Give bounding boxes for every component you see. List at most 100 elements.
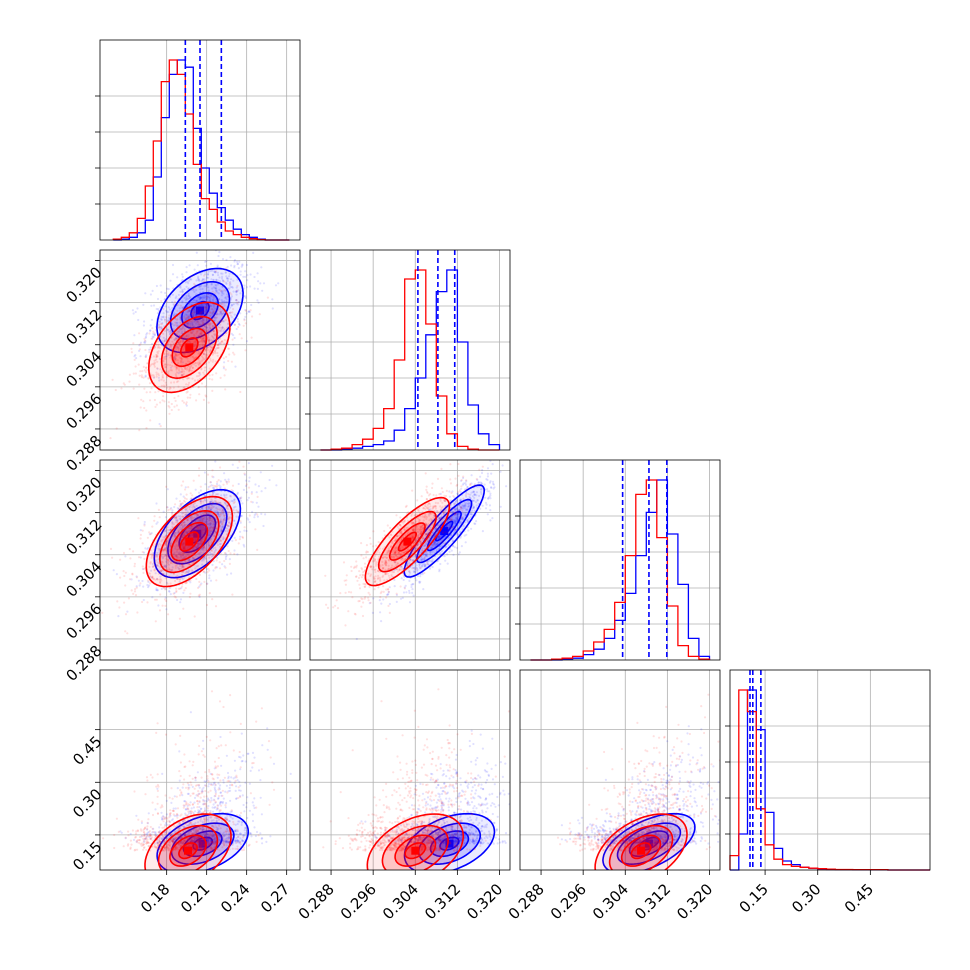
sample-point	[199, 304, 202, 307]
sample-point	[176, 321, 179, 324]
sample-point	[207, 361, 210, 364]
sample-point	[215, 506, 218, 510]
sample-point	[235, 327, 238, 331]
sample-point	[208, 326, 211, 329]
sample-point	[134, 588, 137, 591]
sample-point	[248, 310, 251, 314]
sample-point	[182, 546, 185, 549]
sample-point	[198, 344, 201, 347]
sample-point	[230, 499, 233, 502]
sample-point	[205, 296, 209, 299]
sample-point	[235, 289, 238, 293]
sample-point	[199, 543, 202, 546]
sample-point	[184, 335, 188, 338]
sample-point	[197, 313, 200, 316]
sample-point	[215, 278, 218, 281]
sample-point	[187, 309, 190, 312]
sample-point	[198, 573, 201, 577]
sample-point	[144, 335, 148, 338]
sample-point	[174, 357, 177, 360]
sample-point	[223, 338, 226, 342]
sample-point	[233, 259, 237, 262]
sample-point	[229, 297, 233, 300]
sample-point	[214, 333, 217, 336]
sample-point	[172, 553, 175, 556]
sample-point	[157, 372, 160, 375]
sample-point	[179, 493, 182, 496]
sample-point	[139, 406, 142, 409]
sample-point	[155, 284, 158, 288]
sample-point	[190, 312, 193, 315]
sample-point	[205, 311, 208, 315]
sample-point	[169, 329, 172, 332]
sample-point	[137, 363, 140, 366]
sample-point	[271, 298, 274, 301]
sample-point	[178, 285, 181, 289]
sample-point	[190, 322, 193, 325]
sample-point	[207, 339, 210, 342]
sample-point	[164, 565, 167, 568]
sample-point	[202, 559, 205, 562]
sample-point	[208, 324, 211, 327]
sample-point	[291, 431, 293, 433]
sample-point	[204, 355, 207, 358]
sample-point	[187, 336, 190, 339]
sample-point	[489, 519, 492, 522]
sample-point	[150, 363, 153, 366]
sample-point	[431, 565, 434, 569]
sample-point	[208, 504, 211, 507]
sample-point	[142, 567, 145, 571]
sample-point	[249, 273, 252, 276]
sample-point	[207, 507, 210, 510]
sample-point	[240, 337, 243, 340]
sample-point	[179, 328, 182, 331]
sample-point	[219, 466, 222, 469]
sample-point	[169, 330, 172, 333]
sample-point	[241, 535, 244, 539]
sample-point	[171, 329, 174, 332]
sample-point	[209, 327, 212, 330]
sample-point	[122, 382, 125, 385]
sample-point	[517, 451, 519, 453]
sample-point	[236, 260, 239, 263]
sample-point	[156, 312, 159, 315]
sample-point	[166, 488, 169, 491]
sample-point	[188, 559, 191, 562]
sample-point	[180, 317, 183, 320]
sample-point	[223, 374, 226, 377]
sample-point	[197, 374, 200, 377]
sample-point	[161, 399, 164, 402]
sample-point	[166, 538, 169, 541]
sample-point	[233, 260, 236, 263]
sample-point	[199, 500, 202, 503]
sample-point	[204, 483, 207, 486]
sample-point	[198, 324, 201, 327]
sample-point	[178, 551, 181, 554]
sample-point	[120, 387, 123, 390]
sample-point	[217, 309, 220, 312]
sample-point	[209, 481, 212, 484]
sample-point	[184, 500, 187, 503]
sample-point	[164, 320, 167, 323]
sample-point	[221, 326, 224, 329]
sample-point	[422, 588, 425, 591]
sample-point	[212, 337, 215, 340]
sample-point	[122, 570, 125, 573]
sample-point	[206, 273, 209, 276]
hist-panel-1	[305, 249, 511, 451]
sample-point	[240, 514, 243, 518]
sample-point	[215, 287, 218, 290]
sample-point	[233, 498, 236, 501]
sample-point	[221, 290, 224, 293]
sample-point	[191, 325, 194, 328]
sample-point	[167, 531, 170, 535]
sample-point	[155, 554, 158, 557]
sample-point	[237, 542, 240, 545]
sample-point	[147, 546, 150, 550]
sample-point	[160, 570, 163, 573]
sample-point	[218, 543, 221, 546]
sample-point	[216, 346, 219, 350]
sample-point	[163, 339, 166, 342]
sample-point	[171, 566, 174, 569]
sample-point	[385, 593, 389, 596]
